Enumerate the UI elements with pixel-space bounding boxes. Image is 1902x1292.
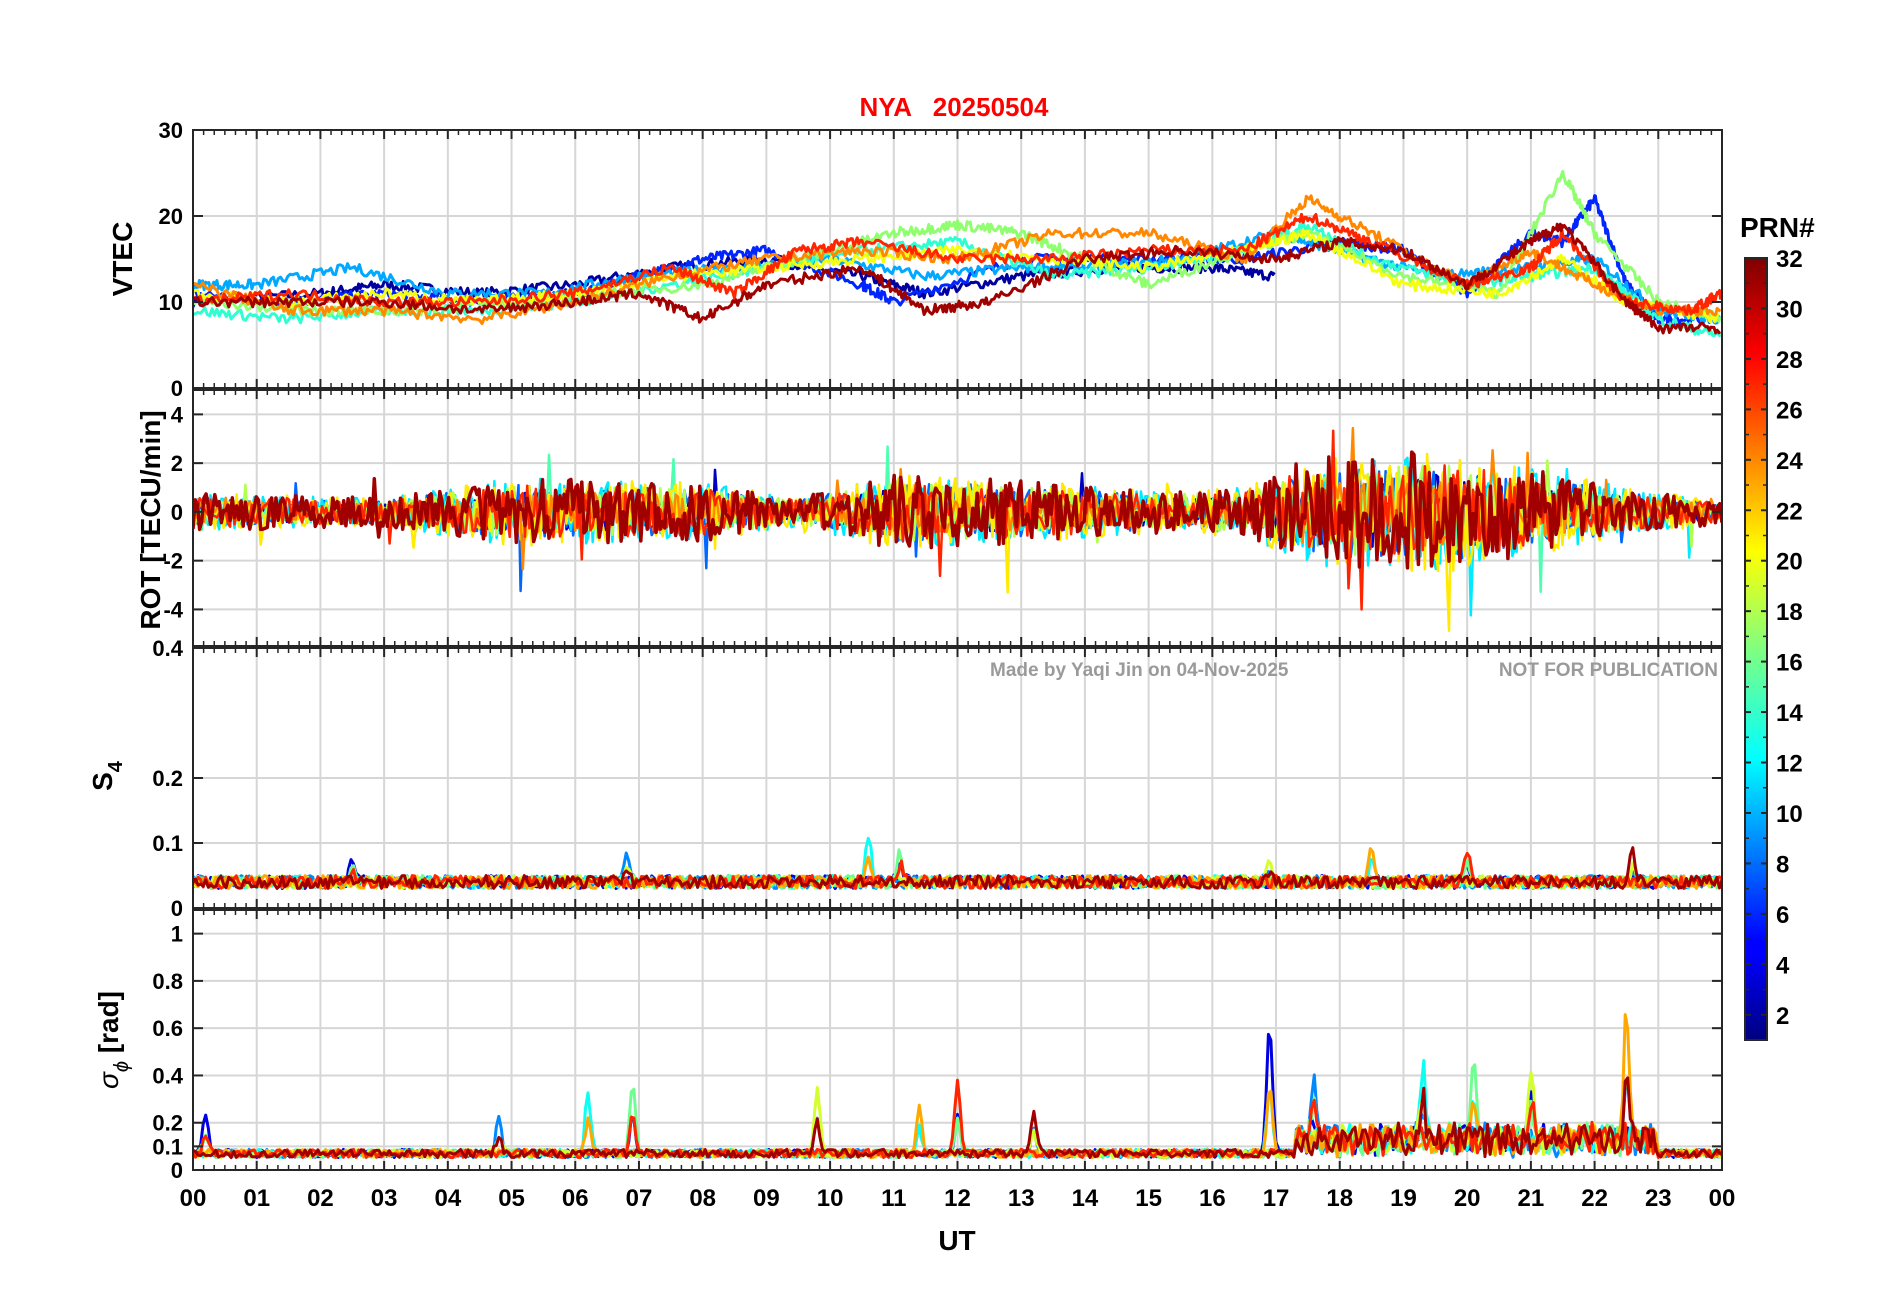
x-tick-label: 00: [180, 1185, 207, 1212]
x-tick-label: 19: [1390, 1185, 1417, 1212]
y-tick-label: 0.1: [152, 1134, 183, 1159]
x-tick-label: 08: [689, 1185, 716, 1212]
panel-rot: 4 2 0 -2 -4 ROT [TECU/min]: [135, 389, 1723, 647]
x-tick-label: 15: [1135, 1185, 1162, 1212]
vtec-series: [193, 169, 1722, 338]
y-tick-label: 2: [171, 451, 183, 476]
colorbar-tick-label: 26: [1776, 397, 1803, 424]
x-tick-label: 04: [434, 1185, 461, 1212]
watermark-right: NOT FOR PUBLICATION: [1499, 660, 1718, 681]
x-tick-label: 05: [498, 1185, 525, 1212]
chart-title: NYA 20250504: [860, 92, 1049, 122]
x-tick-label: 20: [1454, 1185, 1481, 1212]
x-tick-label: 07: [626, 1185, 653, 1212]
panel-sigphi: 00.10.2 0.4 0.6 0.8 1 σϕ [rad]: [93, 909, 1723, 1183]
colorbar-tick-label: 12: [1776, 751, 1803, 778]
colorbar-tick-label: 18: [1776, 599, 1803, 626]
s4-ticks: 0 0.1 0.2 0.4: [152, 636, 1723, 921]
y-tick-label: -4: [163, 597, 183, 622]
x-tick-label: 23: [1645, 1185, 1672, 1212]
vtec-ylabel: VTEC: [107, 222, 138, 297]
y-tick-label: 0.1: [152, 831, 183, 856]
y-tick-label: 10: [159, 290, 183, 315]
rot-series: [193, 426, 1722, 633]
x-tick-label: 17: [1263, 1185, 1290, 1212]
x-tick-label: 01: [243, 1185, 270, 1212]
colorbar-tick-label: 4: [1776, 952, 1790, 979]
y-tick-label: 0.2: [152, 766, 183, 791]
x-tick-label: 11: [881, 1185, 906, 1212]
s4-series-prn-31: [193, 846, 1722, 890]
vtec-series-prn-20: [193, 228, 1720, 324]
vtec-ticks: 0 10 20 30: [159, 118, 1723, 401]
y-tick-label: 20: [159, 204, 183, 229]
colorbar-tick-label: 6: [1776, 902, 1789, 929]
x-tick-label: 16: [1199, 1185, 1226, 1212]
colorbar-tick-label: 20: [1776, 549, 1803, 576]
y-tick-label: 0.4: [152, 1063, 183, 1088]
y-tick-label: -2: [163, 549, 183, 574]
y-tick-label: 0.6: [152, 1016, 183, 1041]
rot-ylabel: ROT [TECU/min]: [135, 410, 166, 629]
vtec-series-prn-31: [193, 222, 1722, 335]
x-tick-label: 06: [562, 1185, 589, 1212]
y-tick-label: 0.8: [152, 969, 183, 994]
colorbar-tick-label: 10: [1776, 801, 1803, 828]
y-tick-label: 0: [171, 500, 183, 525]
y-tick-label: 30: [159, 118, 183, 143]
s4-ylabel-sub: 4: [105, 760, 127, 772]
colorbar-tick-label: 24: [1776, 448, 1803, 475]
panel-vtec: 0 10 20 30 VTEC: [107, 118, 1723, 401]
y-tick-label: 4: [171, 402, 184, 427]
sigphi-ylabel-sub: ϕ: [111, 1061, 133, 1072]
x-tick-label: 13: [1008, 1185, 1035, 1212]
colorbar-strip: [1744, 257, 1768, 1041]
x-tick-label: 12: [944, 1185, 971, 1212]
s4-series: [193, 836, 1722, 890]
rot-ticks: 4 2 0 -2 -4: [163, 390, 1723, 646]
sigphi-series-prn-31: [193, 1076, 1722, 1160]
s4-ylabel: S4: [87, 760, 127, 791]
sigphi-ylabel: σϕ [rad]: [93, 991, 133, 1089]
colorbar-tick-label: 28: [1776, 347, 1803, 374]
x-tick-label: 21: [1518, 1185, 1545, 1212]
sigphi-ylabel-unit: [rad]: [93, 991, 124, 1053]
colorbar-tick-label: 16: [1776, 650, 1803, 677]
colorbar-tick-label: 14: [1776, 700, 1803, 727]
panel-s4: 0 0.1 0.2 0.4 S4 Made by Yaqi Jin on 04-Nov…: [87, 636, 1723, 921]
x-tick-label: 03: [371, 1185, 398, 1212]
sigphi-series: [193, 1013, 1722, 1160]
y-tick-label: 0.4: [152, 636, 183, 661]
x-axis-label: UT: [938, 1225, 975, 1256]
colorbar-tick-label: 22: [1776, 498, 1803, 525]
colorbar-tick-label: 2: [1776, 1003, 1789, 1030]
x-tick-label: 00: [1709, 1185, 1736, 1212]
x-tick-label: 18: [1326, 1185, 1353, 1212]
x-tick-label: 10: [817, 1185, 844, 1212]
sigphi-ticks: 00.10.2 0.4 0.6 0.8 1: [152, 910, 1723, 1183]
y-tick-label: 0.2: [152, 1111, 183, 1136]
rot-series-prn-31: [193, 450, 1722, 570]
colorbar-tick-label: 8: [1776, 851, 1789, 878]
vtec-series-prn-24: [193, 194, 1722, 326]
vtec-series-prn-27: [193, 212, 1722, 316]
x-axis-ticklabels: 00 01 02 03 04 05 06 07 08 09 10 11 12 13 14 15 16 17 18 19…: [180, 1185, 1736, 1212]
y-tick-label: 1: [171, 922, 183, 947]
colorbar-label: PRN#: [1740, 212, 1815, 243]
x-tick-label: 02: [307, 1185, 334, 1212]
y-tick-label: 0: [171, 1158, 183, 1183]
y-tick-label: 0: [171, 896, 183, 921]
x-tick-label: 09: [753, 1185, 780, 1212]
y-tick-label: 0: [171, 376, 183, 401]
colorbar-tick-label: 30: [1776, 296, 1803, 323]
watermark-left: Made by Yaqi Jin on 04-Nov-2025: [990, 660, 1289, 681]
x-tick-label: 14: [1072, 1185, 1099, 1212]
s4-grid: [193, 648, 1722, 908]
x-tick-label: 22: [1581, 1185, 1608, 1212]
colorbar-tick-label: 32: [1776, 246, 1803, 273]
